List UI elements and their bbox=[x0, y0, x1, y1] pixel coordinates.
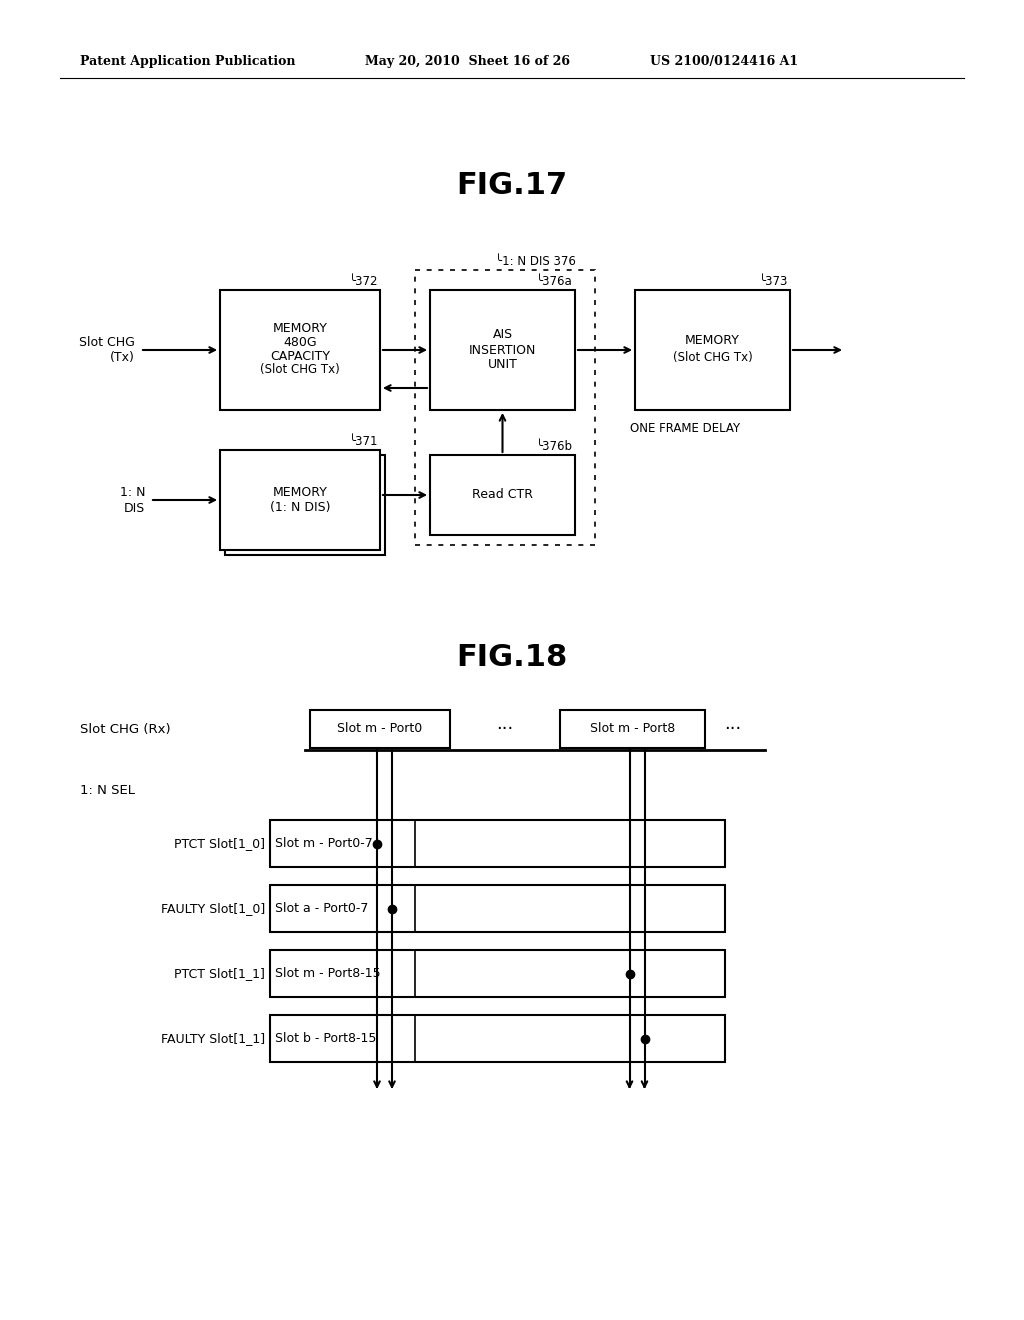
Text: MEMORY: MEMORY bbox=[272, 322, 328, 334]
Text: US 2100/0124416 A1: US 2100/0124416 A1 bbox=[650, 55, 798, 69]
Text: Read CTR: Read CTR bbox=[472, 488, 534, 502]
Text: Slot a - Port0-7: Slot a - Port0-7 bbox=[275, 902, 369, 915]
Text: ONE FRAME DELAY: ONE FRAME DELAY bbox=[630, 422, 740, 436]
Bar bbox=[310, 710, 450, 748]
Text: ···: ··· bbox=[724, 719, 741, 738]
Bar bbox=[415, 271, 595, 545]
Text: ╰1: N DIS 376: ╰1: N DIS 376 bbox=[495, 255, 575, 268]
Bar bbox=[225, 455, 385, 554]
Text: Slot CHG: Slot CHG bbox=[79, 335, 135, 348]
Text: Slot m - Port8: Slot m - Port8 bbox=[590, 722, 675, 735]
Text: (Slot CHG Tx): (Slot CHG Tx) bbox=[673, 351, 753, 364]
Text: UNIT: UNIT bbox=[487, 359, 517, 371]
Text: PTCT Slot[1_1]: PTCT Slot[1_1] bbox=[174, 968, 265, 979]
Text: FAULTY Slot[1_1]: FAULTY Slot[1_1] bbox=[161, 1032, 265, 1045]
Text: MEMORY: MEMORY bbox=[685, 334, 740, 346]
Text: ╰372: ╰372 bbox=[348, 275, 378, 288]
Bar bbox=[270, 1015, 725, 1063]
Bar bbox=[430, 290, 575, 411]
Text: INSERTION: INSERTION bbox=[469, 343, 537, 356]
Text: (1: N DIS): (1: N DIS) bbox=[269, 502, 331, 515]
Text: FIG.18: FIG.18 bbox=[457, 644, 567, 672]
Text: ╰371: ╰371 bbox=[348, 436, 378, 447]
Text: Slot m - Port0: Slot m - Port0 bbox=[337, 722, 423, 735]
Text: DIS: DIS bbox=[124, 502, 145, 515]
Text: Patent Application Publication: Patent Application Publication bbox=[80, 55, 296, 69]
Text: Slot CHG (Rx): Slot CHG (Rx) bbox=[80, 722, 171, 735]
Text: PTCT Slot[1_0]: PTCT Slot[1_0] bbox=[174, 837, 265, 850]
Text: ╰376b: ╰376b bbox=[536, 440, 573, 453]
Text: FIG.17: FIG.17 bbox=[457, 170, 567, 199]
Text: ╰376a: ╰376a bbox=[537, 275, 573, 288]
Text: Slot b - Port8-15: Slot b - Port8-15 bbox=[275, 1032, 377, 1045]
Bar bbox=[635, 290, 790, 411]
Text: AIS: AIS bbox=[493, 329, 513, 342]
Text: FAULTY Slot[1_0]: FAULTY Slot[1_0] bbox=[161, 902, 265, 915]
Text: ···: ··· bbox=[497, 719, 514, 738]
Text: Slot m - Port8-15: Slot m - Port8-15 bbox=[275, 968, 381, 979]
Text: 480G: 480G bbox=[284, 335, 316, 348]
Text: ╰373: ╰373 bbox=[759, 275, 788, 288]
Bar bbox=[220, 290, 380, 411]
Bar bbox=[560, 710, 705, 748]
Text: May 20, 2010  Sheet 16 of 26: May 20, 2010 Sheet 16 of 26 bbox=[365, 55, 570, 69]
Text: (Slot CHG Tx): (Slot CHG Tx) bbox=[260, 363, 340, 376]
Text: MEMORY: MEMORY bbox=[272, 486, 328, 499]
Bar bbox=[270, 884, 725, 932]
Text: Slot m - Port0-7: Slot m - Port0-7 bbox=[275, 837, 373, 850]
Text: 1: N: 1: N bbox=[120, 486, 145, 499]
Bar bbox=[220, 450, 380, 550]
Text: (Tx): (Tx) bbox=[111, 351, 135, 364]
Text: 1: N SEL: 1: N SEL bbox=[80, 784, 135, 796]
Bar bbox=[270, 950, 725, 997]
Bar bbox=[430, 455, 575, 535]
Bar bbox=[270, 820, 725, 867]
Text: CAPACITY: CAPACITY bbox=[270, 350, 330, 363]
